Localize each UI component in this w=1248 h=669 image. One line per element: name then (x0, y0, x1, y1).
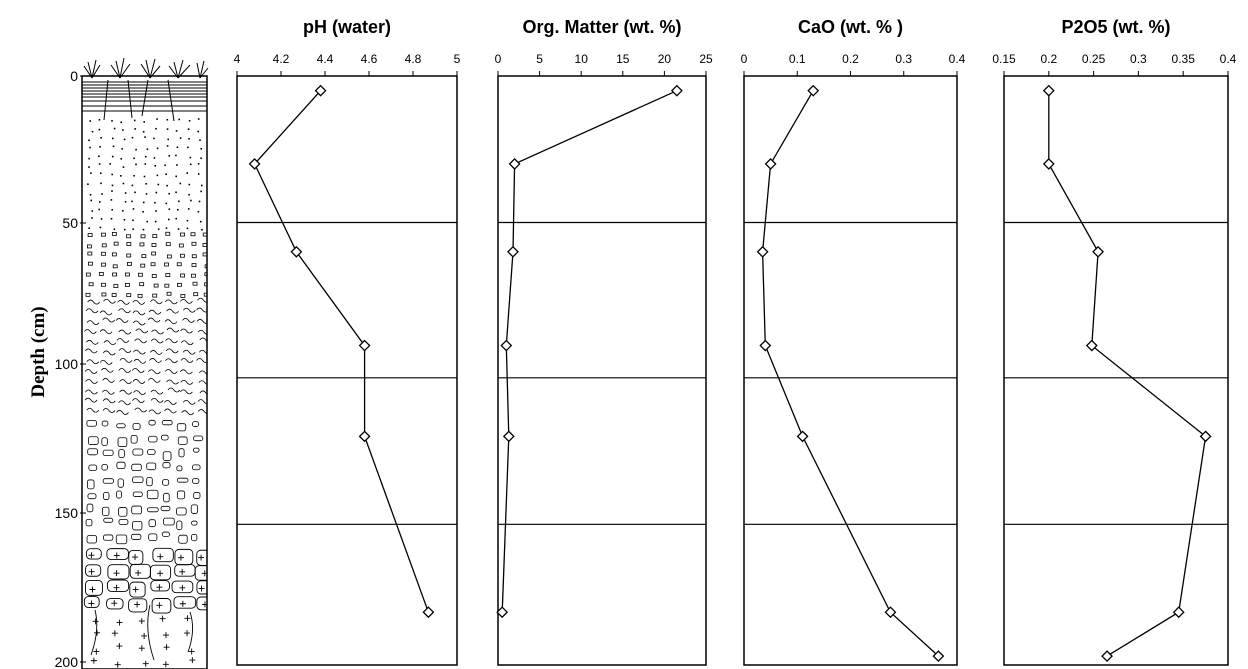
panel-4-data-point (1042, 157, 1055, 170)
panel-1-data-point (422, 606, 435, 619)
panel-1-data-point (290, 245, 303, 258)
panel-1-title: pH (water) (303, 17, 391, 37)
panel-2-xtick-label: 15 (616, 52, 630, 66)
depth-tick-200: 200 (55, 654, 79, 669)
panel-3: CaO (wt. % ) 0 0.1 0.2 0.3 0.4 (741, 17, 966, 666)
panel-1-xtick-label: 4.8 (405, 52, 422, 66)
panel-2-xtick-label: 20 (658, 52, 672, 66)
panel-1-xtick-label: 4 (234, 52, 241, 66)
panel-2-data-point (507, 245, 519, 258)
panel-3-data-point (759, 339, 772, 352)
depth-tick-100: 100 (55, 356, 79, 372)
panel-2-xtick-label: 10 (575, 52, 589, 66)
panel-3-title: CaO (wt. % ) (798, 17, 903, 37)
soil-profile-illustration (81, 57, 209, 669)
panel-4: P2O5 (wt. %) 0.15 0.2 0.25 0.3 0.35 0.4 (992, 17, 1237, 666)
topsoil-layers (82, 81, 207, 112)
panel-1-data-point (358, 339, 371, 352)
panel-4-data-point (1085, 339, 1098, 352)
panel-4-data-point (1042, 84, 1055, 97)
panel-1-frame (236, 75, 458, 666)
panel-2-data-point (496, 606, 509, 619)
soil-profile-frame (81, 75, 208, 669)
panel-3-xtick-label: 0.4 (949, 52, 966, 66)
panel-4-series-line (1048, 90, 1207, 657)
panel-4-xtick-label: 0.3 (1130, 52, 1147, 66)
panel-2-data-point (502, 430, 515, 443)
panel-2-xtick-label: 5 (536, 52, 543, 66)
panel-2-data-point (500, 339, 513, 352)
panel-4-title: P2O5 (wt. %) (1061, 17, 1170, 37)
panel-4-data-point (1092, 245, 1104, 258)
panel-2: Org. Matter (wt. %) 0 5 10 15 20 25 (495, 17, 713, 666)
panel-3-xtick-label: 0 (741, 52, 748, 66)
depth-tick-marks (80, 75, 86, 663)
depth-tick-labels: 0 50 100 150 200 (55, 68, 79, 669)
panel-3-data-point (764, 157, 777, 170)
depth-tick-150: 150 (55, 505, 79, 521)
panel-4-xtick-label: 0.25 (1082, 52, 1106, 66)
panel-3-series-line (761, 90, 939, 657)
panel-2-xtick-label: 25 (699, 52, 713, 66)
panel-1-xtick-label: 5 (454, 52, 461, 66)
panel-4-xtick-label: 0.35 (1172, 52, 1196, 66)
panel-4-frame (1003, 75, 1229, 666)
panel-3-data-point (807, 84, 820, 97)
surface-vegetation-icon (83, 57, 209, 122)
panel-3-xtick-label: 0.2 (842, 52, 859, 66)
panel-1-xtick-label: 4.2 (273, 52, 290, 66)
panel-4-data-point (1101, 650, 1113, 663)
panel-4-data-point (1199, 430, 1212, 443)
panel-4-xtick-label: 0.4 (1220, 52, 1237, 66)
panel-2-data-point (508, 157, 521, 170)
depth-axis-label: Depth (cm) (28, 306, 49, 397)
panel-3-data-point (932, 650, 945, 663)
panel-3-data-point (756, 245, 769, 258)
panel-1-data-point (248, 157, 261, 170)
panel-4-data-point (1172, 606, 1185, 619)
panel-2-title: Org. Matter (wt. %) (522, 17, 681, 37)
depth-tick-0: 0 (70, 68, 78, 84)
panel-1-xtick-label: 4.4 (317, 52, 334, 66)
panel-3-data-point (796, 430, 809, 443)
soil-texture (83, 118, 207, 668)
panel-1-data-point (358, 430, 371, 443)
panel-2-data-point (670, 84, 683, 97)
panel-4-xtick-label: 0.15 (992, 52, 1016, 66)
panel-1-series-line (253, 90, 430, 613)
panel-2-series-line (501, 90, 678, 613)
panel-2-xtick-label: 0 (495, 52, 502, 66)
panel-3-xtick-label: 0.3 (895, 52, 912, 66)
depth-tick-50: 50 (62, 215, 78, 231)
panel-1-data-point (314, 84, 327, 97)
panel-1: pH (water) 4 4.2 4.4 4.6 4.8 5 (234, 17, 461, 666)
panel-2-frame (497, 75, 707, 666)
panel-3-xtick-label: 0.1 (789, 52, 806, 66)
panel-4-xtick-label: 0.2 (1040, 52, 1057, 66)
panel-1-xtick-label: 4.6 (361, 52, 378, 66)
panel-3-data-point (884, 606, 897, 619)
